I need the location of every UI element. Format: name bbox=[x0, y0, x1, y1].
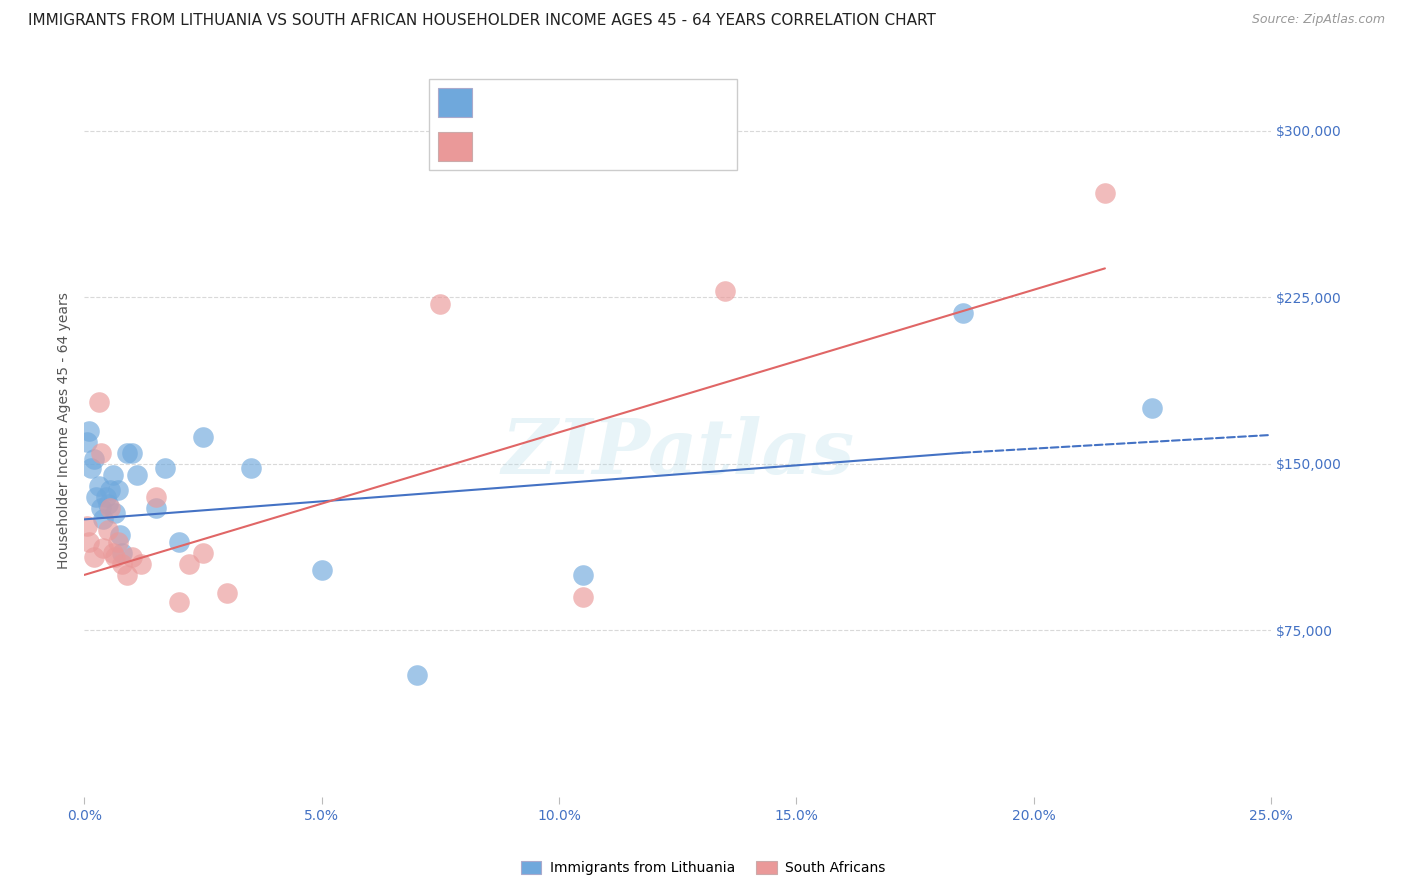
Point bbox=[80, 461, 103, 475]
Point bbox=[115, 446, 138, 460]
Point bbox=[311, 564, 333, 578]
Point bbox=[104, 506, 127, 520]
Point bbox=[169, 594, 191, 608]
Point bbox=[76, 434, 98, 449]
Point bbox=[87, 394, 110, 409]
Point bbox=[191, 430, 214, 444]
Point bbox=[97, 524, 120, 538]
Point bbox=[94, 490, 117, 504]
Point bbox=[84, 490, 107, 504]
Point bbox=[100, 483, 122, 498]
Point bbox=[101, 467, 124, 482]
Point bbox=[145, 501, 167, 516]
Point bbox=[177, 557, 200, 571]
Y-axis label: Householder Income Ages 45 - 64 years: Householder Income Ages 45 - 64 years bbox=[58, 292, 72, 569]
Point bbox=[104, 550, 127, 565]
Point bbox=[121, 550, 143, 565]
Point bbox=[571, 590, 593, 604]
Point bbox=[83, 550, 105, 565]
Point bbox=[111, 546, 134, 560]
Point bbox=[125, 467, 148, 482]
Point bbox=[1094, 186, 1116, 200]
Point bbox=[115, 567, 138, 582]
Point bbox=[714, 284, 737, 298]
Point bbox=[77, 534, 100, 549]
Point bbox=[107, 534, 129, 549]
Point bbox=[239, 461, 262, 475]
Point bbox=[405, 668, 427, 682]
Point bbox=[93, 512, 115, 526]
Point bbox=[121, 446, 143, 460]
Point bbox=[90, 501, 112, 516]
Point bbox=[77, 424, 100, 438]
Point bbox=[87, 479, 110, 493]
Point bbox=[131, 557, 153, 571]
Point bbox=[215, 585, 238, 599]
Point bbox=[101, 546, 124, 560]
Point bbox=[153, 461, 176, 475]
Point bbox=[111, 557, 134, 571]
Point bbox=[145, 490, 167, 504]
Legend: Immigrants from Lithuania, South Africans: Immigrants from Lithuania, South African… bbox=[515, 855, 891, 880]
Point bbox=[108, 528, 131, 542]
Point bbox=[76, 519, 98, 533]
Point bbox=[429, 297, 451, 311]
Point bbox=[952, 306, 974, 320]
Point bbox=[191, 546, 214, 560]
Point bbox=[100, 501, 122, 516]
Text: IMMIGRANTS FROM LITHUANIA VS SOUTH AFRICAN HOUSEHOLDER INCOME AGES 45 - 64 YEARS: IMMIGRANTS FROM LITHUANIA VS SOUTH AFRIC… bbox=[28, 13, 936, 29]
Point bbox=[97, 497, 120, 511]
Point bbox=[571, 567, 593, 582]
Point bbox=[1142, 401, 1164, 416]
Text: ZIPatlas: ZIPatlas bbox=[501, 416, 855, 490]
Point bbox=[83, 452, 105, 467]
Point bbox=[107, 483, 129, 498]
Point bbox=[169, 534, 191, 549]
Point bbox=[93, 541, 115, 556]
Point bbox=[90, 446, 112, 460]
Text: Source: ZipAtlas.com: Source: ZipAtlas.com bbox=[1251, 13, 1385, 27]
